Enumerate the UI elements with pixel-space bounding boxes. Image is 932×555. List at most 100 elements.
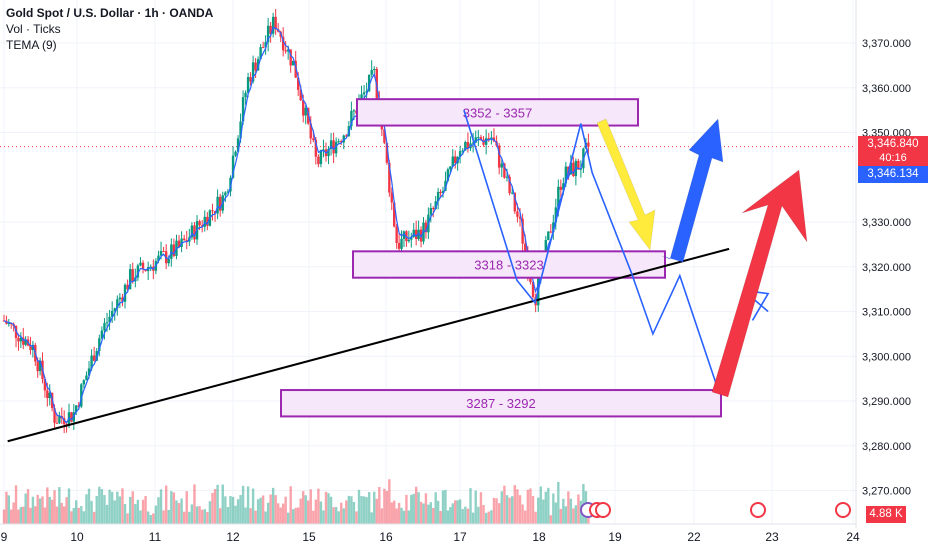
zone-3352-3357[interactable]: 3352 - 3357	[356, 98, 639, 127]
candle-body	[373, 68, 376, 70]
volume-indicator-label[interactable]: Vol · Ticks	[6, 22, 61, 36]
candle-body	[123, 284, 127, 302]
volume-bar	[365, 497, 368, 524]
volume-bar	[95, 496, 98, 524]
candle-body	[524, 243, 527, 252]
candle-body	[105, 322, 109, 324]
candle-body	[85, 375, 88, 381]
candle-body	[444, 180, 447, 191]
candle-body	[367, 74, 371, 92]
candle-body	[503, 163, 506, 178]
axes: 3,370.0003,360.0003,350.0003,330.0003,32…	[0, 0, 911, 544]
candle-body	[439, 191, 442, 194]
volume-bar	[62, 506, 66, 524]
volume-value-tag: 4.88 K	[866, 506, 906, 523]
volume-bar	[554, 502, 558, 524]
zone-3287-3292[interactable]: 3287 - 3292	[280, 389, 722, 418]
volume-bar	[188, 511, 191, 524]
volume-bar	[172, 492, 176, 524]
candle-body	[334, 141, 338, 154]
volume-bar	[195, 506, 199, 524]
volume-bar	[14, 485, 18, 524]
volume-bar	[218, 508, 222, 524]
volume-bar	[317, 488, 320, 524]
volume-bar	[412, 493, 415, 524]
volume-bar	[547, 487, 550, 524]
candle-body	[513, 192, 517, 212]
symbol-title[interactable]: Gold Spot / U.S. Dollar · 1h · OANDA	[6, 6, 214, 20]
volume-bar	[241, 485, 245, 524]
volume-bar	[432, 507, 435, 524]
volume-bar	[500, 491, 503, 524]
volume-bar	[492, 497, 496, 524]
volume-bar	[70, 511, 73, 524]
candle-body	[244, 92, 247, 98]
volume-bar	[41, 496, 44, 524]
blue-up-arrow[interactable]	[661, 117, 724, 263]
candle-body	[508, 176, 511, 194]
volume-bar	[276, 503, 280, 524]
zone-label: 3352 - 3357	[463, 105, 532, 120]
red-up-arrow[interactable]	[711, 169, 808, 398]
candle-body	[218, 196, 222, 211]
volume-bar	[10, 509, 13, 524]
x-tick-label: 24	[846, 530, 860, 544]
zone-label: 3318 - 3323	[474, 258, 543, 273]
tema-indicator-label[interactable]: TEMA (9)	[6, 38, 57, 52]
candle-body	[53, 408, 56, 423]
volume-bar	[557, 481, 560, 524]
candle-body	[58, 416, 61, 424]
volume-bar	[208, 501, 212, 524]
candle-body	[7, 323, 11, 325]
volume-bar	[324, 491, 328, 524]
candle-body	[224, 192, 227, 196]
volume-bar	[286, 512, 290, 524]
volume-bar	[400, 507, 403, 524]
yellow-down-arrow[interactable]	[596, 118, 656, 252]
candle-body	[264, 42, 267, 48]
last-price-value: 3,346.840	[867, 138, 919, 150]
event-marker-icon	[595, 502, 611, 518]
volume-bar	[474, 490, 477, 524]
candle-body	[70, 412, 73, 422]
candle-body	[559, 186, 563, 190]
y-tick-label: 3,320.000	[862, 262, 911, 274]
volume-bar	[203, 509, 206, 524]
volume-bar	[352, 501, 356, 524]
trendline[interactable]	[7, 247, 730, 443]
candle-body	[239, 121, 242, 139]
candle-body	[414, 229, 418, 240]
candle-body	[365, 91, 368, 93]
candle-body	[362, 92, 366, 95]
volume-bar	[118, 496, 122, 524]
candle-body	[46, 390, 49, 399]
candle-body	[38, 360, 42, 372]
volume-bar	[357, 489, 361, 524]
volume-bar	[152, 513, 155, 524]
candle-body	[474, 137, 477, 143]
candle-body	[234, 151, 237, 156]
volume-bar	[397, 502, 401, 524]
volume-bar	[562, 498, 565, 524]
x-tick-label: 12	[226, 530, 240, 544]
volume-bar	[128, 496, 132, 524]
volume-bar	[126, 513, 129, 524]
volume-bar	[34, 506, 37, 524]
candle-body	[395, 226, 398, 244]
candle-body	[572, 162, 575, 177]
candle-body	[55, 422, 59, 424]
candle-body	[141, 262, 145, 270]
volume-bar	[484, 512, 488, 524]
drawings[interactable]: 3352 - 3357 3318 - 3323 3287 - 3292	[7, 98, 808, 443]
candle-body	[390, 192, 393, 203]
volume-bar	[266, 502, 270, 524]
volume-bar	[229, 496, 232, 524]
volume-bar	[422, 503, 425, 524]
event-marker-icon	[835, 502, 851, 518]
volume-bar	[319, 501, 323, 524]
volume-bar	[136, 499, 140, 524]
volume-bar	[529, 488, 532, 524]
candle-body	[304, 107, 307, 116]
